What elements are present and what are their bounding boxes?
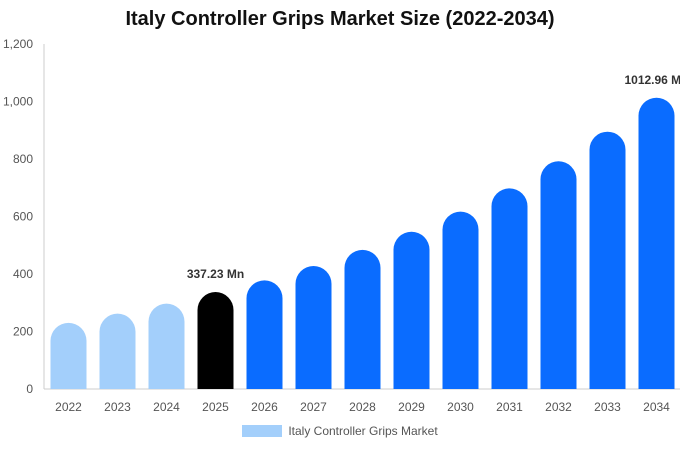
y-tick-label: 1,000	[3, 95, 33, 109]
x-tick-label: 2026	[251, 400, 278, 414]
bars-group	[50, 97, 675, 390]
bar-2030	[442, 211, 479, 389]
legend: Italy Controller Grips Market	[0, 424, 680, 438]
x-tick-label: 2025	[202, 400, 229, 414]
legend-swatch	[242, 425, 283, 437]
x-tick-label: 2023	[104, 400, 131, 414]
x-tick-label: 2033	[594, 400, 621, 414]
y-tick-label: 200	[13, 325, 33, 339]
x-tick-label: 2032	[545, 400, 572, 414]
data-label-2025: 337.23 Mn	[187, 267, 244, 281]
data-label-2034: 1012.96 Mn	[624, 73, 680, 87]
bar-2022	[50, 322, 87, 389]
y-tick-label: 800	[13, 152, 33, 166]
x-tick-label: 2030	[447, 400, 474, 414]
bar-2031	[491, 188, 528, 389]
x-tick-label: 2027	[300, 400, 327, 414]
y-tick-label: 0	[26, 382, 33, 396]
bar-2024	[148, 303, 185, 389]
x-axis-ticks: 2022 2023 2024 2025 2026 2027 2028 2029 2030 2031…	[55, 400, 670, 414]
bar-2023	[99, 313, 136, 389]
bar-2034	[638, 97, 675, 390]
legend-label: Italy Controller Grips Market	[288, 424, 438, 438]
x-tick-label: 2028	[349, 400, 376, 414]
bar-2032	[540, 161, 577, 389]
x-tick-label: 2031	[496, 400, 523, 414]
bar-2026	[246, 280, 283, 389]
bar-2028	[344, 249, 381, 389]
x-tick-label: 2022	[55, 400, 82, 414]
bar-2033	[589, 131, 626, 389]
x-tick-label: 2029	[398, 400, 425, 414]
y-axis-ticks: 0 200 400 600 800 1,000 1,200	[3, 37, 33, 396]
y-tick-label: 600	[13, 210, 33, 224]
bar-2029	[393, 231, 430, 389]
bar-2025	[197, 292, 234, 389]
chart-title: Italy Controller Grips Market Size (2022…	[125, 8, 555, 30]
x-tick-label: 2034	[643, 400, 670, 414]
y-tick-label: 1,200	[3, 37, 33, 51]
y-tick-label: 400	[13, 267, 33, 281]
x-tick-label: 2024	[153, 400, 180, 414]
data-labels: 337.23 Mn 1012.96 Mn	[187, 73, 680, 281]
bar-2027	[295, 265, 332, 389]
